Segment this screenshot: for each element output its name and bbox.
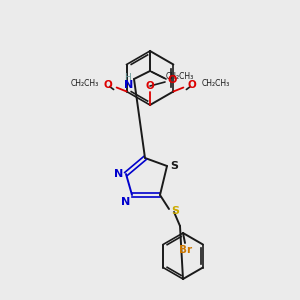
Text: CH₂CH₃: CH₂CH₃: [70, 80, 99, 88]
Text: N: N: [114, 169, 123, 179]
Text: CH₂CH₃: CH₂CH₃: [166, 72, 194, 81]
Text: N: N: [121, 197, 130, 207]
Text: O: O: [104, 80, 112, 91]
Text: S: S: [171, 206, 179, 216]
Text: O: O: [188, 80, 196, 91]
Text: H: H: [124, 74, 131, 82]
Text: Br: Br: [179, 245, 193, 255]
Text: O: O: [167, 75, 176, 85]
Text: CH₂CH₃: CH₂CH₃: [201, 80, 230, 88]
Text: N: N: [124, 80, 133, 90]
Text: S: S: [170, 161, 178, 171]
Text: O: O: [146, 81, 154, 91]
